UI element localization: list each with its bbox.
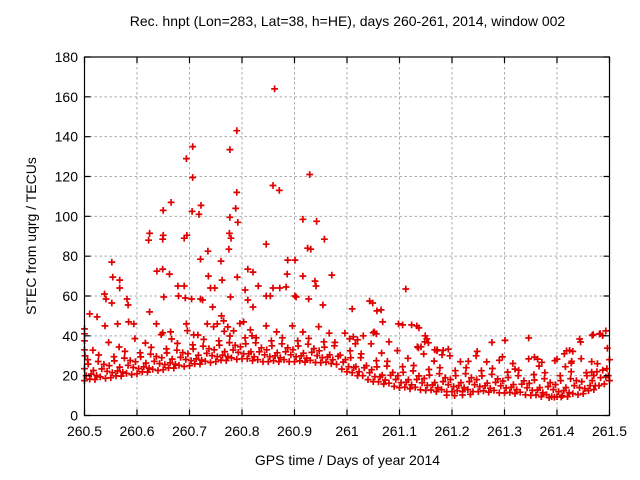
x-tick-label: 260.9	[277, 423, 312, 439]
y-tick-label: 100	[55, 208, 79, 224]
x-tick-label: 261.2	[434, 423, 469, 439]
x-tick-label: 260.6	[119, 423, 154, 439]
y-tick-label: 40	[62, 328, 78, 344]
y-tick-label: 20	[62, 368, 78, 384]
y-tick-label: 160	[55, 89, 79, 105]
tick-labels: 260.5 260.6 260.7 260.8 260.9 261 261.1 261.2 26…	[55, 49, 628, 439]
x-tick-label: 261.4	[539, 423, 574, 439]
scatter-points	[81, 85, 613, 401]
x-tick-label: 260.8	[224, 423, 259, 439]
y-tick-label: 0	[70, 408, 78, 424]
x-tick-label: 260.7	[172, 423, 207, 439]
axes-border-and-ticks	[83, 56, 611, 417]
y-tick-label: 80	[62, 248, 78, 264]
data-point-markers	[81, 85, 613, 401]
y-tick-label: 180	[55, 49, 79, 65]
y-tick-label: 140	[55, 129, 79, 145]
x-axis-label: GPS time / Days of year 2014	[254, 452, 441, 468]
x-tick-label: 261.1	[382, 423, 417, 439]
x-tick-label: 260.5	[67, 423, 102, 439]
y-tick-label: 120	[55, 169, 79, 185]
x-tick-label: 261.5	[592, 423, 627, 439]
x-tick-label: 261	[335, 423, 359, 439]
x-tick-label: 261.3	[487, 423, 522, 439]
y-tick-label: 60	[62, 288, 78, 304]
chart-title: Rec. hnpt (Lon=283, Lat=38, h=HE), days …	[129, 13, 566, 29]
